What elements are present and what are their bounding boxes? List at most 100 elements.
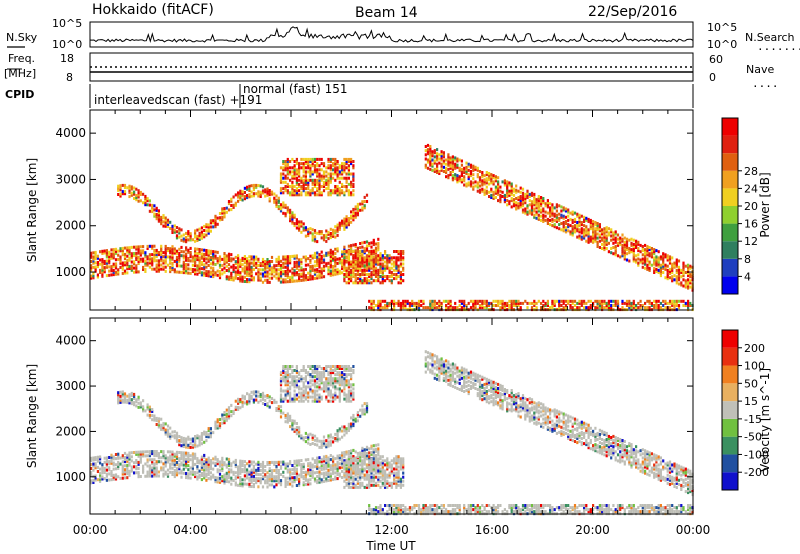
- scatter-cell: [637, 253, 640, 257]
- scatter-cell: [169, 249, 172, 253]
- scatter-cell: [370, 245, 373, 249]
- scatter-cell: [313, 371, 317, 375]
- scatter-cell: [469, 180, 473, 184]
- scatter-cell: [273, 264, 276, 268]
- scatter-cell: [677, 267, 681, 271]
- scatter-cell: [632, 301, 635, 305]
- scatter-cell: [128, 267, 131, 270]
- scatter-cell: [139, 454, 142, 458]
- scatter-cell: [594, 223, 597, 227]
- scatter-cell: [250, 194, 253, 198]
- scatter-cell: [155, 462, 158, 466]
- scatter-cell: [535, 212, 538, 216]
- scatter-cell: [92, 276, 95, 280]
- scatter-cell: [252, 263, 255, 267]
- scatter-cell: [151, 408, 154, 411]
- scatter-cell: [123, 472, 127, 476]
- scatter-cell: [322, 254, 326, 258]
- scatter-cell: [223, 419, 226, 423]
- scatter-cell: [630, 306, 633, 310]
- scatter-cell: [347, 252, 350, 256]
- scatter-cell: [291, 464, 294, 467]
- scatter-cell: [237, 191, 240, 195]
- scatter-cell: [105, 259, 108, 263]
- scatter-cell: [322, 172, 326, 176]
- scatter-cell: [370, 273, 373, 276]
- scatter-cell: [653, 256, 656, 260]
- scatter-cell: [119, 265, 122, 269]
- scatter-cell: [286, 476, 289, 480]
- scatter-cell: [225, 269, 228, 272]
- scatter-cell: [313, 268, 317, 272]
- scatter-cell: [295, 375, 298, 379]
- scatter-cell: [359, 275, 362, 278]
- scatter-cell: [237, 406, 240, 409]
- scatter-cell: [259, 190, 262, 194]
- scatter-cell: [194, 272, 197, 276]
- scatter-cell: [675, 279, 678, 283]
- scatter-cell: [302, 395, 305, 399]
- scatter-cell: [246, 400, 249, 404]
- scatter-cell: [356, 277, 359, 281]
- scatter-cell: [295, 264, 298, 268]
- scatter-cell: [209, 262, 212, 266]
- scatter-cell: [587, 228, 590, 232]
- scatter-cell: [205, 223, 208, 227]
- scatter-cell: [94, 253, 97, 256]
- scatter-cell: [137, 467, 140, 470]
- scatter-cell: [438, 170, 441, 173]
- scatter-cell: [146, 197, 149, 201]
- scatter-cell: [157, 263, 160, 267]
- scatter-cell: [338, 164, 341, 168]
- scatter-cell: [284, 416, 287, 420]
- scatter-cell: [598, 229, 601, 233]
- scatter-cell: [395, 260, 398, 264]
- scatter-cell: [576, 227, 579, 231]
- scatter-cell: [171, 249, 174, 253]
- scatter-cell: [142, 192, 145, 196]
- scatter-cell: [596, 222, 599, 225]
- scatter-cell: [182, 459, 185, 463]
- scatter-cell: [264, 403, 267, 406]
- scatter-cell: [478, 304, 482, 307]
- scatter-cell: [386, 254, 389, 258]
- scatter-cell: [94, 478, 97, 482]
- scatter-cell: [350, 273, 353, 276]
- scatter-cell: [481, 187, 484, 191]
- scatter-cell: [264, 473, 267, 477]
- scatter-cell: [241, 192, 244, 196]
- scatter-cell: [99, 457, 102, 461]
- scatter-cell: [105, 253, 108, 257]
- scatter-cell: [218, 424, 222, 428]
- scatter-cell: [212, 473, 215, 477]
- scatter-cell: [92, 259, 95, 263]
- scatter-cell: [137, 199, 140, 203]
- scatter-cell: [153, 204, 156, 208]
- scatter-cell: [137, 189, 140, 193]
- scatter-cell: [175, 439, 179, 443]
- scatter-cell: [239, 471, 242, 475]
- scatter-cell: [345, 225, 348, 229]
- scatter-cell: [377, 256, 380, 260]
- scatter-cell: [175, 260, 179, 264]
- scatter-cell: [503, 179, 506, 183]
- scatter-cell: [687, 282, 690, 286]
- scatter-cell: [209, 471, 212, 475]
- scatter-cell: [612, 231, 615, 235]
- scatter-cell: [641, 304, 644, 307]
- scatter-cell: [203, 466, 206, 470]
- scatter-cell: [594, 233, 597, 237]
- scatter-cell: [291, 399, 294, 403]
- scatter-cell: [662, 260, 665, 264]
- scatter-cell: [675, 301, 678, 305]
- scatter-cell: [248, 261, 251, 265]
- scatter-cell: [377, 260, 380, 264]
- scatter-cell: [329, 248, 332, 252]
- scatter-cell: [293, 168, 296, 172]
- scatter-cell: [343, 279, 346, 283]
- scatter-cell: [309, 478, 312, 482]
- scatter-cell: [494, 187, 497, 191]
- scatter-cell: [239, 273, 242, 277]
- scatter-cell: [178, 231, 181, 235]
- scatter-cell: [347, 182, 350, 186]
